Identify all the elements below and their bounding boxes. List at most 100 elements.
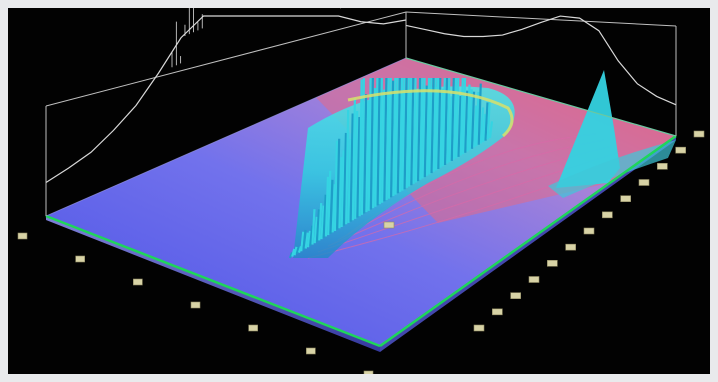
ridge-spike-51 [403, 77, 408, 190]
ridge-spike-28 [351, 97, 357, 221]
ridge-spike-49 [399, 77, 404, 192]
ridge-spike-83 [475, 91, 480, 147]
ridge-spike-23 [340, 150, 345, 228]
ridge-spike-82 [473, 105, 478, 148]
ridge-spike-13 [318, 203, 323, 241]
ridge-spike-84 [477, 83, 482, 145]
ridge-spike-54 [410, 77, 415, 186]
ridge-spike-74 [455, 77, 460, 159]
ridge-spike-14 [320, 205, 325, 240]
back-right-edge [405, 57, 677, 137]
ridge-spike-45 [390, 80, 395, 198]
ridge-spike-1 [291, 248, 296, 257]
ridge-spike-29 [354, 110, 359, 219]
ridge-spike-46 [392, 77, 397, 196]
ridge-spike-41 [381, 89, 386, 203]
ridge-spike-64 [432, 77, 437, 172]
right-axis-tick-10 [657, 163, 668, 170]
ridge-spike-87 [484, 102, 489, 141]
ridge-spike-44 [387, 77, 392, 199]
right-axis-tick-8 [620, 195, 631, 202]
right-axis-tick-9 [638, 179, 650, 186]
ridge-spike-52 [405, 77, 410, 188]
left-axis-tick-0 [17, 232, 28, 240]
ridge-spike-33 [363, 94, 368, 214]
ridge-spike-65 [434, 77, 440, 171]
right-axis-tick-4 [547, 260, 558, 267]
ridge-spike-22 [338, 156, 343, 229]
axis-ticks [17, 130, 705, 374]
back-left-edge [45, 57, 407, 217]
ridge-spike-67 [439, 88, 444, 168]
ridge-spike-77 [461, 77, 467, 155]
ridge-spike-71 [448, 96, 453, 163]
surface-ridges [288, 70, 676, 259]
ridge-spike-20 [333, 140, 339, 232]
right-axis-tick-3 [528, 276, 540, 283]
ridge-spike-58 [419, 77, 424, 180]
ridge-spike-18 [329, 179, 334, 234]
ridge-spike-60 [423, 85, 428, 178]
right-peak [556, 70, 620, 188]
left-axis-tick-6 [363, 370, 374, 374]
ridge-spike-21 [336, 138, 341, 230]
surface-plot[interactable] [8, 8, 710, 374]
right-peak-base [548, 140, 676, 198]
ridge-spike-42 [383, 77, 388, 202]
lobe-rim [347, 89, 514, 138]
ridge-spike-31 [358, 79, 363, 217]
ridge-spike-35 [367, 77, 372, 211]
ridge-spike-57 [416, 77, 422, 182]
ridge-spike-30 [356, 117, 361, 218]
ridge-spike-39 [376, 77, 381, 206]
front-left-edge [45, 214, 381, 348]
left-axis-tick-4 [248, 324, 258, 332]
plot-viewport[interactable] [8, 8, 710, 374]
ridge-spike-48 [396, 77, 401, 194]
ridge-spike-56 [414, 92, 419, 183]
ridge-spike-6 [302, 229, 307, 251]
plane-front-face [46, 216, 380, 352]
ridge-spike-88 [486, 98, 491, 140]
ridge-spike-17 [327, 170, 332, 236]
ridge-spike-47 [394, 77, 399, 195]
ridge-spike-80 [468, 89, 473, 151]
ridge-spike-25 [345, 109, 350, 225]
right-axis-tick-0 [473, 324, 485, 332]
left-axis-tick-2 [133, 278, 143, 286]
left-axis-tick-3 [190, 301, 201, 309]
right-axis-tick-12 [693, 130, 705, 138]
ridge-spike-12 [315, 209, 321, 242]
ridge-spike-7 [304, 232, 309, 249]
left-axis-tick-5 [306, 347, 316, 355]
ridge-spike-27 [349, 113, 354, 222]
ridge-spike-55 [412, 77, 417, 184]
ridge-spike-5 [300, 231, 305, 252]
ridge-spike-63 [430, 77, 435, 174]
ridge-spike-66 [437, 77, 442, 170]
ridge-spike-43 [385, 77, 390, 201]
ridge-spike-9 [309, 225, 314, 246]
wall-line-3 [45, 11, 407, 107]
ridge-spike-40 [378, 77, 383, 205]
ridge-spike-89 [488, 121, 494, 139]
ridge-spike-53 [408, 77, 413, 187]
ridge-spike-3 [295, 246, 300, 255]
ridge-spike-34 [365, 100, 370, 213]
ridge-spike-15 [322, 194, 327, 238]
ridge-spike-2 [293, 246, 298, 256]
plane-edges [45, 57, 677, 348]
ridge-spike-11 [313, 216, 318, 244]
ridge-spike-26 [347, 138, 352, 223]
ridge-spike-37 [372, 88, 377, 209]
wall-traces [45, 8, 677, 184]
ridge-spike-24 [342, 132, 348, 226]
ridge-spike-36 [369, 77, 374, 210]
ridge-spike-61 [425, 77, 431, 176]
ridge-spike-32 [360, 77, 366, 215]
right-axis-tick-1 [492, 308, 503, 316]
ridge-spike-76 [459, 77, 464, 156]
ridge-spike-78 [464, 90, 469, 153]
right-axis-tick-6 [583, 227, 595, 235]
left-wall-trace [45, 15, 407, 184]
